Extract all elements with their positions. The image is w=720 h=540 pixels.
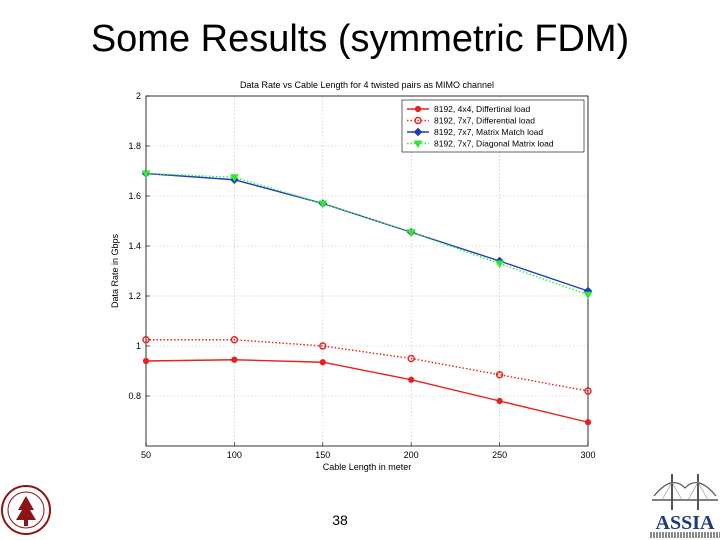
assia-logo-subtext: [650, 532, 720, 538]
y-tick-label: 1.4: [128, 241, 141, 251]
data-point-series-2: [407, 354, 415, 363]
series-line-3: [145, 172, 589, 292]
plot-area: [146, 96, 588, 446]
y-tick-label: 1.6: [128, 191, 141, 201]
x-tick-label: 250: [492, 450, 507, 460]
chart-title: Data Rate vs Cable Length for 4 twisted …: [240, 80, 494, 90]
y-tick-label: 1.2: [128, 291, 141, 301]
legend-box: [401, 99, 585, 153]
x-tick-label: 200: [404, 450, 419, 460]
data-point-series-1: [231, 356, 238, 363]
data-point-series-1: [408, 376, 415, 383]
data-point-series-1: [584, 419, 592, 426]
slide-title: Some Results (symmetric FDM): [90, 18, 630, 60]
assia-logo-text: ASSIA: [655, 512, 715, 534]
x-axis-label: Cable Length in meter: [323, 462, 412, 472]
legend-label-4: 8192, 7x7, Diagonal Matrix load: [434, 139, 554, 149]
data-point-series-2: [319, 342, 327, 350]
data-point-series-4: [583, 291, 593, 300]
stanford-seal-logo: [1, 485, 51, 535]
series-line-2: [146, 339, 589, 392]
x-tick-label: 50: [141, 450, 151, 460]
y-tick-label: 2: [136, 91, 141, 101]
legend-marker-2: [414, 116, 422, 125]
x-tick-label: 300: [580, 450, 595, 460]
data-point-series-4: [406, 229, 416, 237]
x-tick-label: 100: [227, 450, 242, 460]
assia-bridge-logo: [652, 474, 718, 510]
data-point-series-4: [495, 260, 505, 269]
legend-marker-4: [413, 140, 423, 149]
legend-marker-1: [414, 105, 422, 113]
y-tick-label: 1: [136, 341, 141, 351]
data-point-series-1: [142, 357, 150, 365]
data-point-series-4: [229, 174, 239, 182]
line-chart: 50 100 150 200 250 300 0.8 1 1.2 1.4 1.6 1.8 2 Data R…: [110, 80, 596, 472]
data-point-series-1: [496, 397, 503, 405]
page-number: 38: [332, 512, 348, 528]
data-point-series-2: [584, 387, 592, 395]
plot-frame: [145, 95, 589, 447]
data-point-series-4: [141, 170, 151, 179]
legend-marker-3: [413, 127, 423, 137]
data-point-series-2: [495, 371, 504, 379]
y-tick-label: 0.8: [128, 391, 141, 401]
y-axis-label: Data Rate in Gbps: [110, 233, 120, 308]
data-point-series-2: [142, 336, 150, 344]
x-tick-label: 150: [315, 450, 330, 460]
series-line-1: [145, 359, 589, 423]
series-line-4: [145, 172, 589, 296]
data-point-series-4: [318, 200, 328, 209]
data-point-series-1: [319, 359, 326, 366]
legend-label-2: 8192, 7x7, Differential load: [434, 116, 535, 126]
legend-label-3: 8192, 7x7, Matrix Match load: [434, 127, 543, 137]
y-tick-label: 1.8: [128, 141, 141, 151]
legend-label-1: 8192, 4x4, Differtinal load: [434, 104, 531, 114]
data-point-series-2: [230, 336, 239, 344]
